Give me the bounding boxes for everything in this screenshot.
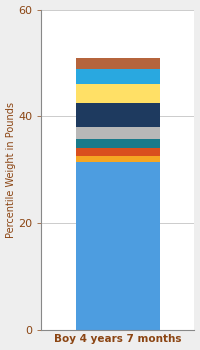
Bar	[76, 84, 160, 103]
Bar	[76, 103, 160, 127]
Bar	[76, 156, 160, 162]
Bar	[76, 162, 160, 330]
Bar	[76, 148, 160, 156]
Y-axis label: Percentile Weight in Pounds: Percentile Weight in Pounds	[6, 102, 16, 238]
Bar	[76, 139, 160, 148]
Bar	[76, 127, 160, 139]
Bar	[76, 57, 160, 69]
Bar	[76, 69, 160, 84]
